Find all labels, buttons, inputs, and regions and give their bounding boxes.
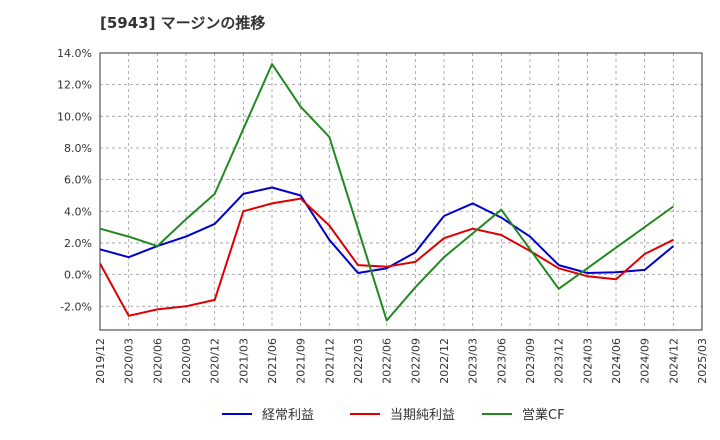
x-tick-label: 2023/03 <box>467 338 480 384</box>
series-line-3 <box>99 63 674 322</box>
y-tick-label: 14.0% <box>57 47 92 60</box>
y-tick-label: -2.0% <box>60 300 92 313</box>
x-tick-label: 2020/03 <box>123 338 136 384</box>
legend-label-1: 経常利益 <box>262 408 314 423</box>
x-tick-label: 2021/03 <box>237 338 250 384</box>
y-tick-label: 0.0% <box>64 269 92 282</box>
legend-label-3: 営業CF <box>522 407 565 423</box>
y-tick-label: 6.0% <box>64 174 92 187</box>
x-tick-label: 2020/12 <box>209 338 222 384</box>
x-tick-label: 2022/09 <box>409 338 422 384</box>
x-tick-label: 2020/06 <box>151 338 164 384</box>
y-tick-label: 12.0% <box>57 79 92 92</box>
x-tick-label: 2020/09 <box>180 338 193 384</box>
x-tick-label: 2022/03 <box>352 338 365 384</box>
x-tick-label: 2024/03 <box>581 338 594 384</box>
series-line-1 <box>99 186 674 274</box>
y-tick-label: 4.0% <box>64 205 92 218</box>
x-tick-label: 2021/12 <box>323 338 336 384</box>
series-line-2 <box>99 197 674 317</box>
x-tick-label: 2022/06 <box>381 338 394 384</box>
plot-area <box>100 53 702 330</box>
chart-title: [5943] マージンの推移 <box>100 14 266 32</box>
x-tick-label: 2023/12 <box>553 338 566 384</box>
x-tick-label: 2023/09 <box>524 338 537 384</box>
x-tick-label: 2024/06 <box>610 338 623 384</box>
plot-border <box>99 52 703 331</box>
legend-label-2: 当期純利益 <box>390 408 455 423</box>
x-tick-label: 2024/09 <box>639 338 652 384</box>
x-tick-label: 2024/12 <box>667 338 680 384</box>
x-tick-label: 2022/12 <box>438 338 451 384</box>
x-tick-label: 2019/12 <box>94 338 107 384</box>
x-tick-label: 2021/09 <box>295 338 308 384</box>
x-tick-label: 2021/06 <box>266 338 279 384</box>
y-tick-label: 2.0% <box>64 237 92 250</box>
x-tick-label: 2023/06 <box>495 338 508 384</box>
x-tick-label: 2025/03 <box>696 338 709 384</box>
y-tick-label: 8.0% <box>64 142 92 155</box>
y-tick-label: 10.0% <box>57 110 92 123</box>
